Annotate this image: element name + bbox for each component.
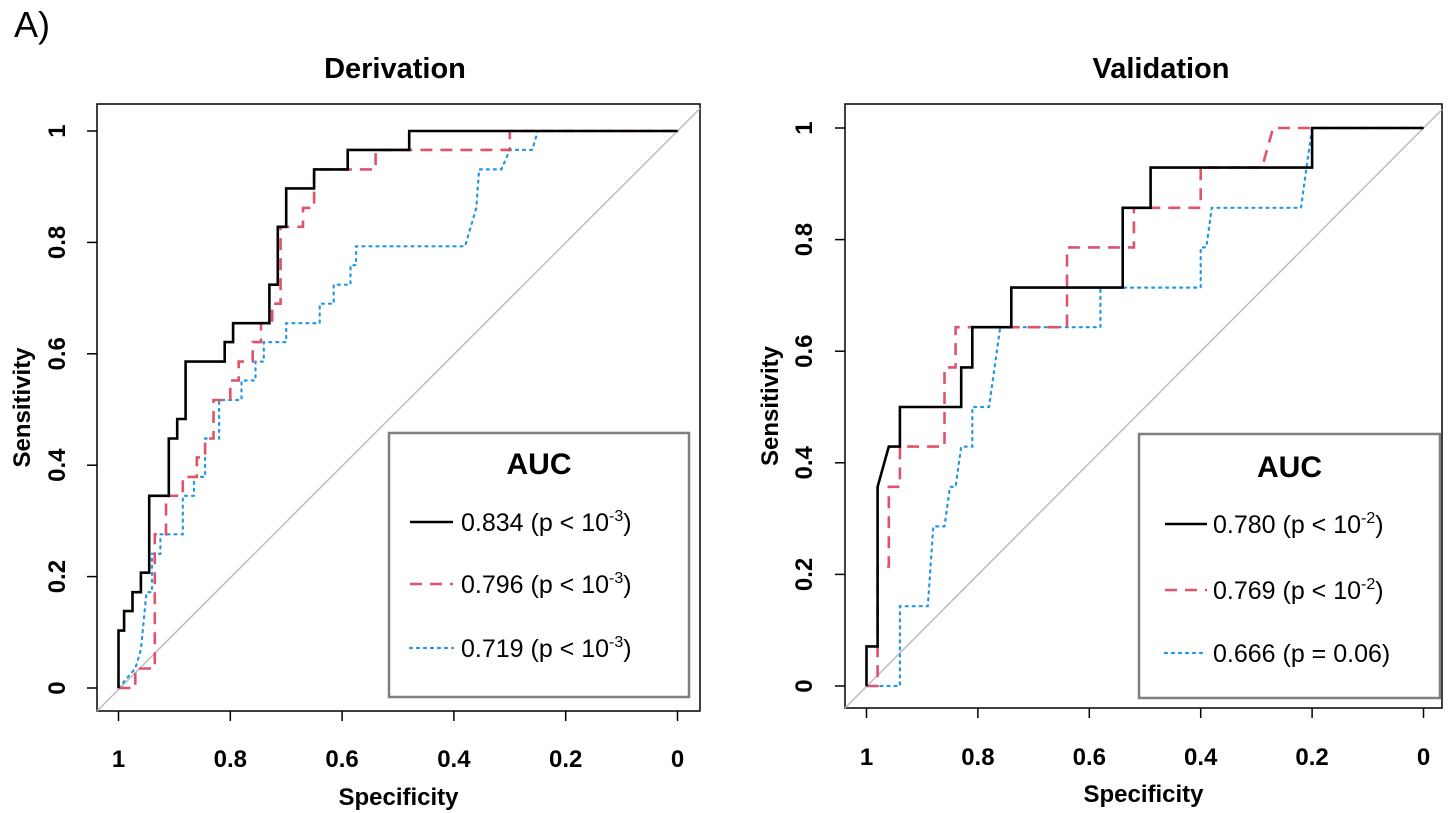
y-tick-label: 1 [791, 121, 818, 134]
y-tick-label: 0.6 [44, 337, 71, 370]
x-tick-label: 0.6 [1073, 744, 1106, 771]
y-tick-label: 0.2 [44, 560, 71, 593]
x-tick-label: 0.6 [325, 746, 358, 773]
y-tick-label: 0.6 [791, 335, 818, 368]
x-axis-label: Specificity [1083, 781, 1204, 808]
y-tick-label: 0.2 [791, 558, 818, 591]
roc-curve-solid [865, 126, 1424, 686]
y-tick-label: 0.4 [44, 448, 71, 482]
x-tick-label: 0 [671, 746, 684, 773]
x-tick-label: 0.4 [437, 746, 471, 773]
y-tick-label: 0.8 [44, 226, 71, 259]
plot-frame [844, 103, 1443, 709]
roc-curve-dashed [118, 129, 678, 690]
y-tick-label: 1 [44, 124, 71, 137]
legend-title: AUC [507, 448, 572, 481]
reference-diagonal [96, 107, 701, 712]
legend-entry: 0.719 (p < 10-3) [461, 634, 632, 663]
panel-label: A) [14, 4, 50, 45]
y-tick-label: 0 [791, 679, 818, 692]
y-tick-label: 0.8 [791, 223, 818, 256]
x-tick-label: 1 [860, 744, 873, 771]
y-tick-label: 0.4 [791, 445, 818, 479]
x-tick-label: 0.2 [549, 746, 582, 773]
roc-curve-dashed [866, 126, 1424, 688]
legend-entry: 0.780 (p < 10-2) [1213, 510, 1384, 539]
legend-entry: 0.666 (p = 0.06) [1213, 640, 1390, 668]
roc-curve-solid [117, 129, 678, 688]
chart-title: Derivation [324, 53, 466, 85]
legend-entry: 0.796 (p < 10-3) [461, 570, 632, 599]
y-tick-label: 0 [44, 681, 71, 694]
x-tick-label: 0.2 [1295, 744, 1328, 771]
roc-curve-dotted [865, 126, 1425, 688]
x-tick-label: 1 [112, 746, 125, 773]
reference-diagonal [844, 108, 1443, 709]
chart-title: Validation [1093, 53, 1230, 85]
x-tick-label: 0.8 [214, 746, 247, 773]
chart-panel-validation: Validation 1 0.8 0.6 0.4 0.2 0 0 0.2 0.4 0.6 0.8 1 Sp… [757, 53, 1443, 808]
chart-panel-derivation: Derivation 1 0.8 0.6 0.4 0.2 0 0 0.2 0.4 0.6 0.8 1 Sp… [9, 53, 701, 811]
plot-frame [96, 103, 701, 712]
x-axis-label: Specificity [338, 784, 459, 811]
legend-entry: 0.769 (p < 10-2) [1213, 576, 1384, 605]
legend: AUC 0.780 (p < 10-2) 0.769 (p < 10-2) 0.666… [1137, 432, 1442, 700]
legend-box [1137, 432, 1442, 700]
x-tick-label: 0 [1417, 744, 1430, 771]
y-axis-label: Sensitivity [757, 345, 784, 466]
x-tick-label: 0.4 [1184, 744, 1218, 771]
legend-entry: 0.834 (p < 10-3) [461, 508, 632, 537]
legend-title: AUC [1257, 451, 1322, 484]
legend: AUC 0.834 (p < 10-3) 0.796 (p < 10-3) 0.719… [387, 431, 691, 699]
y-axis-label: Sensitivity [9, 347, 36, 468]
legend-box [387, 431, 691, 699]
x-tick-label: 0.8 [961, 744, 994, 771]
